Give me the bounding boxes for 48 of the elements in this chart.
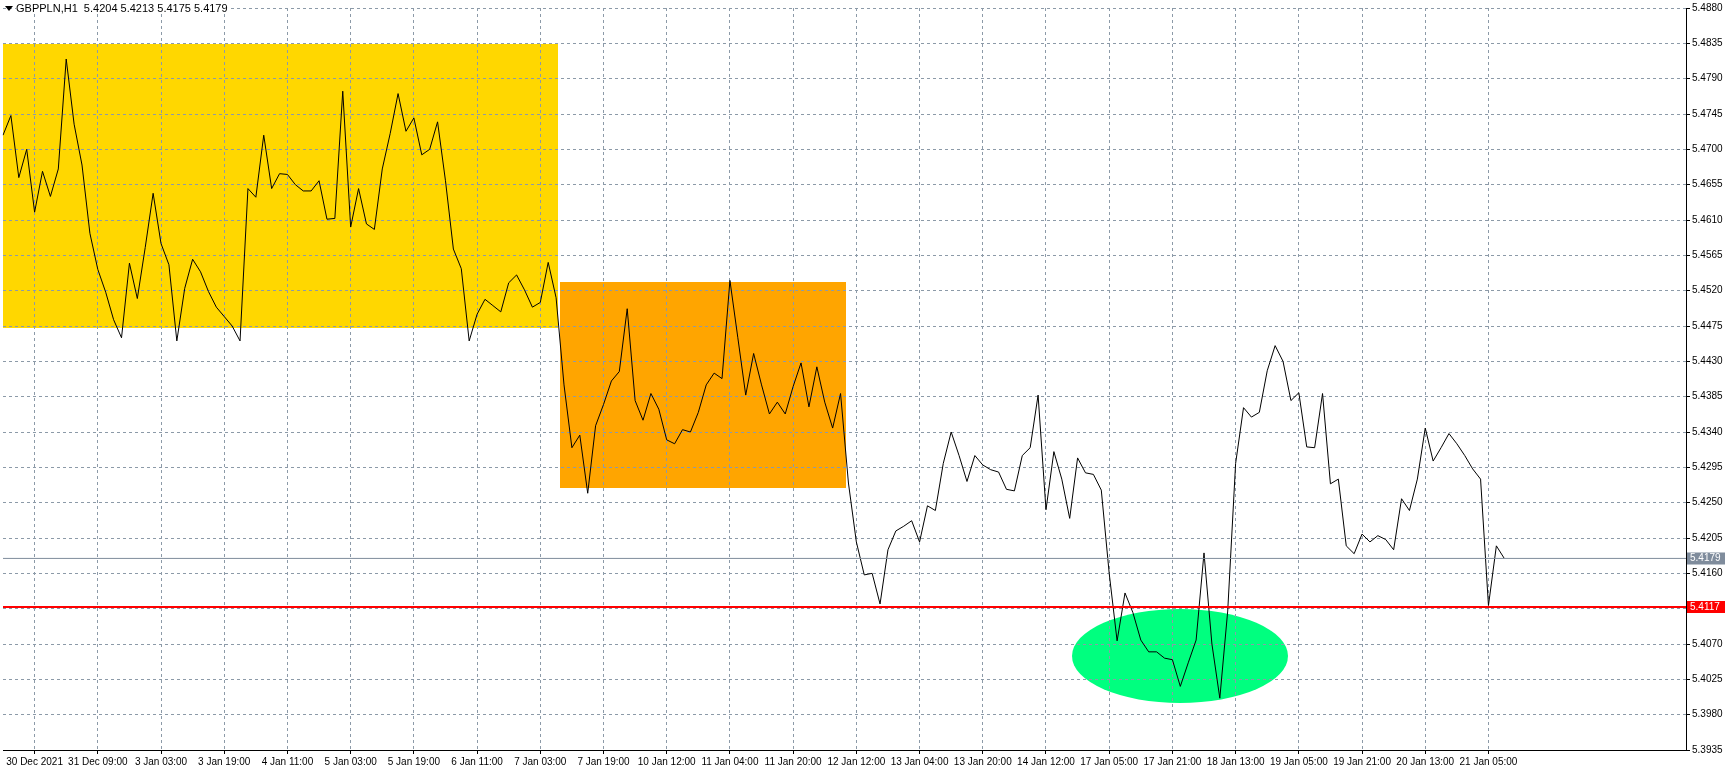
x-tick-label: 7 Jan 03:00: [514, 755, 567, 767]
y-tick-label: 5.4160: [1692, 567, 1724, 579]
y-tick-label: 5.4385: [1692, 390, 1724, 402]
y-tick-label: 5.4745: [1692, 107, 1724, 119]
x-tick-label: 3 Jan 03:00: [134, 755, 188, 767]
x-tick-label: 13 Jan 04:00: [890, 755, 949, 767]
y-tick-label: 5.4655: [1692, 178, 1724, 190]
y-tick-label: 5.4835: [1692, 37, 1724, 49]
x-tick-label: 6 Jan 11:00: [451, 755, 504, 767]
x-tick-label: 10 Jan 12:00: [637, 755, 697, 767]
chart-title: GBPPLN,H1 5.4204 5.4213 5.4175 5.4179: [16, 2, 228, 14]
x-tick-label: 19 Jan 21:00: [1333, 755, 1392, 767]
y-tick-label: 5.4070: [1692, 637, 1724, 649]
y-tick-label: 5.4295: [1692, 461, 1724, 473]
x-tick-label: 11 Jan 04:00: [701, 755, 759, 767]
x-tick-label: 18 Jan 13:00: [1206, 755, 1265, 767]
y-tick-label: 5.4790: [1692, 72, 1724, 84]
y-tick-label: 5.4205: [1692, 531, 1724, 543]
x-tick-label: 12 Jan 12:00: [827, 755, 886, 767]
x-tick-label: 11 Jan 20:00: [764, 755, 823, 767]
ref-line-label: 5.4179: [1690, 552, 1722, 564]
x-tick-label: 20 Jan 13:00: [1396, 755, 1455, 767]
y-tick-label: 5.4025: [1692, 673, 1724, 685]
x-tick-label: 21 Jan 05:00: [1459, 755, 1518, 767]
x-tick-label: 7 Jan 19:00: [577, 755, 631, 767]
y-tick-label: 5.4250: [1692, 496, 1724, 508]
x-tick-label: 3 Jan 19:00: [198, 755, 251, 767]
x-tick-label: 14 Jan 12:00: [1017, 755, 1076, 767]
x-tick-label: 5 Jan 03:00: [324, 755, 378, 767]
y-tick-label: 5.4520: [1692, 284, 1724, 296]
x-tick-label: 31 Dec 09:00: [68, 755, 128, 767]
x-tick-label: 19 Jan 05:00: [1269, 755, 1329, 767]
x-tick-label: 5 Jan 19:00: [387, 755, 441, 767]
y-tick-label: 5.3980: [1692, 708, 1724, 720]
y-tick-label: 5.4880: [1692, 1, 1724, 13]
y-tick-label: 5.4700: [1692, 143, 1724, 155]
y-tick-label: 5.4475: [1692, 319, 1724, 331]
y-tick-label: 5.4610: [1692, 213, 1724, 225]
x-tick-label: 17 Jan 05:00: [1080, 755, 1139, 767]
x-tick-label: 13 Jan 20:00: [953, 755, 1013, 767]
x-tick-label: 17 Jan 21:00: [1143, 755, 1202, 767]
ref-line-label: 5.4117: [1690, 600, 1721, 612]
y-tick-label: 5.4430: [1692, 355, 1724, 367]
y-tick-label: 5.3935: [1692, 743, 1724, 755]
x-tick-label: 30 Dec 2021: [6, 755, 64, 767]
y-tick-label: 5.4340: [1692, 425, 1724, 437]
x-tick-label: 4 Jan 11:00: [261, 755, 314, 767]
y-tick-label: 5.4565: [1692, 249, 1724, 261]
